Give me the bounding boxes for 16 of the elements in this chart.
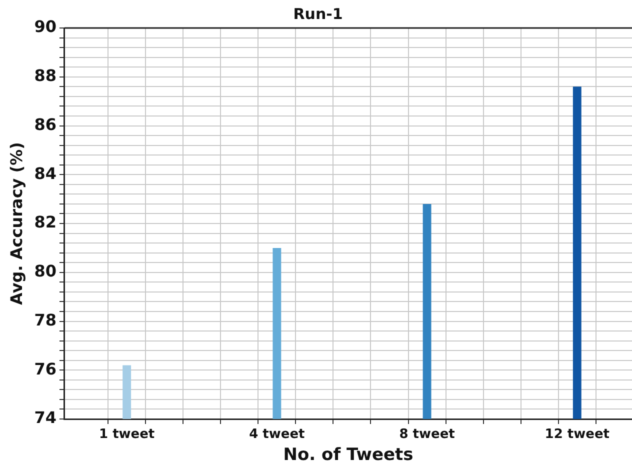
x-tick-label: 12 tweet [544, 427, 610, 442]
x-tick-label: 8 tweet [399, 427, 455, 442]
x-tick-label: 1 tweet [98, 427, 155, 442]
x-tick-label: 4 tweet [249, 427, 305, 442]
y-axis-title: Avg. Accuracy (%) [6, 142, 26, 305]
y-tick-label: 80 [34, 262, 56, 281]
chart-title: Run-1 [293, 4, 343, 23]
y-tick-label: 90 [34, 17, 56, 36]
y-tick-label: 86 [34, 114, 56, 134]
y-tick-label: 78 [34, 310, 56, 330]
y-tick-label: 74 [34, 408, 56, 428]
y-tick-label: 82 [34, 212, 56, 232]
x-axis-title: No. of Tweets [283, 445, 414, 466]
y-tick-label: 84 [34, 164, 56, 183]
y-tick-label: 88 [34, 66, 56, 86]
y-tick-label: 76 [34, 359, 56, 378]
